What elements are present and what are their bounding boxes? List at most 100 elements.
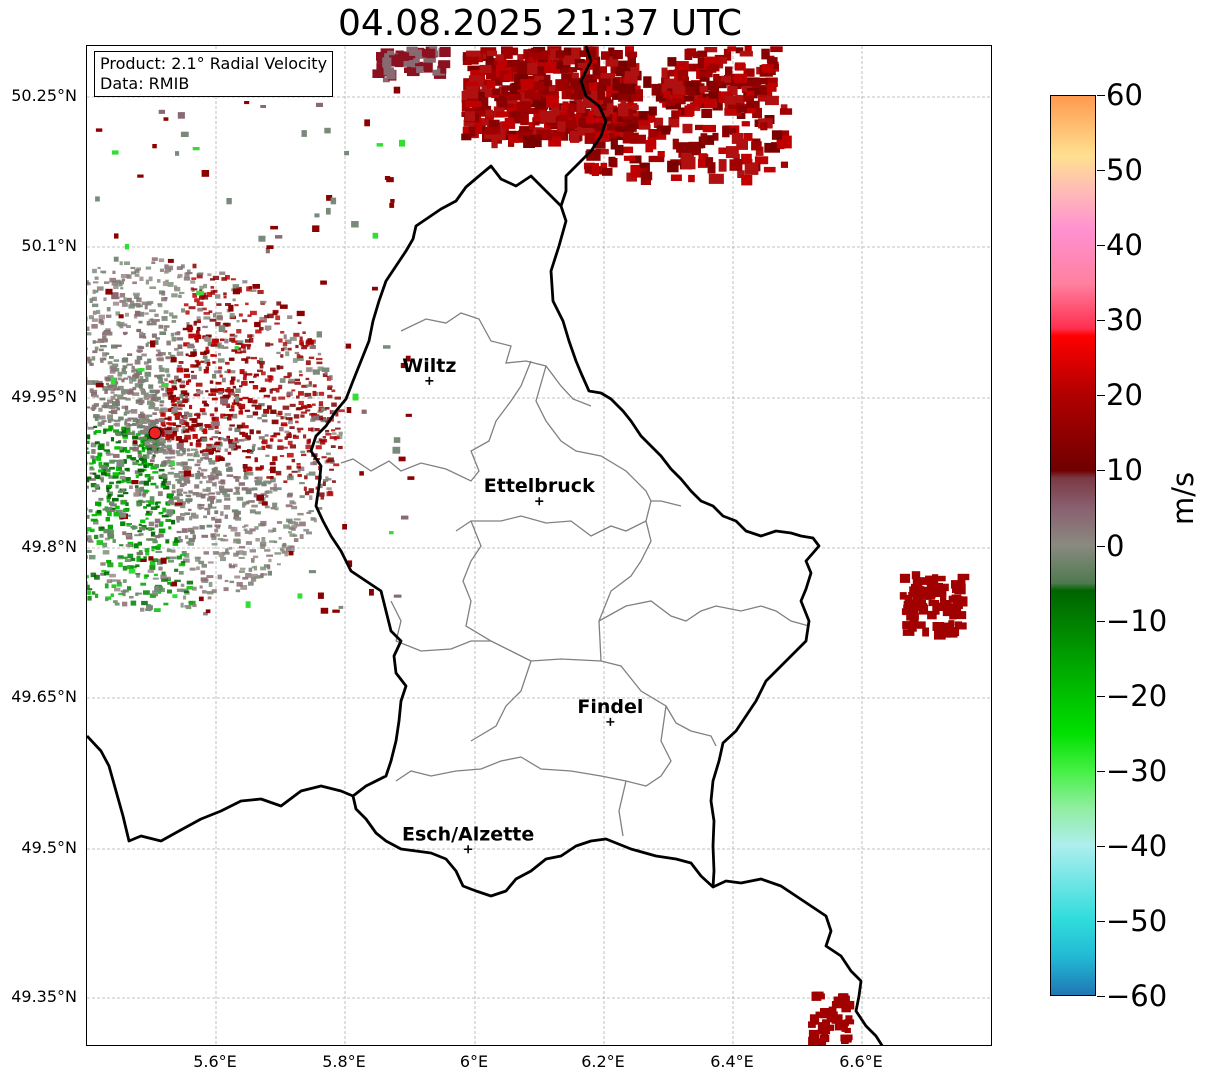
radar-echo-cell: [761, 48, 770, 60]
radar-echo-cell: [180, 380, 186, 384]
radar-echo-cell: [194, 484, 200, 489]
radar-echo-cell: [183, 429, 190, 433]
radar-echo-cell: [590, 118, 604, 124]
radar-echo-cell: [199, 289, 203, 292]
radar-echo-cell: [136, 328, 142, 333]
radar-echo-cell: [201, 437, 208, 442]
radar-echo-cell: [206, 591, 214, 594]
radar-echo-cell: [90, 483, 97, 488]
radar-echo-cell: [199, 285, 204, 290]
radar-echo-cell: [95, 501, 102, 506]
radar-echo-cell: [245, 373, 253, 376]
radar-echo-cell: [536, 69, 546, 80]
radar-echo-cell: [533, 46, 546, 56]
radar-echo-cell: [608, 47, 615, 59]
radar-echo-cell: [271, 396, 277, 401]
radar-echo-cell: [240, 350, 247, 354]
radar-echo-cell: [372, 232, 379, 239]
radar-echo-cell: [283, 375, 291, 379]
radar-echo-cell: [118, 562, 123, 568]
radar-echo-cell: [129, 596, 134, 599]
radar-echo-cell: [665, 95, 676, 106]
radar-echo-cell: [122, 365, 128, 369]
radar-echo-cell: [652, 130, 667, 140]
radar-echo-cell: [481, 97, 489, 108]
radar-echo-cell: [566, 117, 578, 128]
radar-echo-cell: [273, 540, 278, 544]
radar-echo-cell: [199, 480, 203, 484]
radar-echo-cell: [183, 480, 189, 484]
radar-echo-cell: [106, 314, 112, 318]
radar-echo-cell: [309, 345, 316, 349]
radar-echo-cell: [142, 468, 147, 471]
radar-echo-cell: [191, 364, 199, 368]
radar-echo-cell: [247, 449, 251, 454]
radar-echo-cell: [136, 355, 143, 361]
radar-echo-cell: [203, 336, 210, 341]
radar-echo-cell: [214, 510, 219, 515]
radar-echo-cell: [501, 86, 508, 94]
radar-echo-cell: [174, 502, 183, 506]
radar-echo-cell: [686, 48, 697, 57]
radar-echo-cell: [147, 449, 152, 455]
radar-echo-cell: [171, 490, 176, 494]
radar-echo-cell: [316, 331, 322, 338]
radar-echo-cell: [206, 480, 213, 484]
map-panel[interactable]: Wiltz Ettelbruck Findel Esch/Alzette: [86, 45, 992, 1046]
radar-echo-cell: [106, 559, 110, 563]
radar-echo-cell: [226, 198, 232, 205]
radar-echo-cell: [244, 343, 252, 347]
radar-echo-cell: [226, 435, 230, 441]
radar-echo-cell: [746, 100, 760, 109]
radar-echo-cell: [225, 361, 230, 365]
radar-echo-cell: [664, 78, 676, 88]
radar-echo-cell: [157, 544, 161, 548]
radar-echo-cell: [174, 285, 178, 291]
radar-echo-cell: [934, 628, 946, 640]
radar-echo-cell: [286, 433, 292, 438]
radar-echo-cell: [186, 453, 193, 457]
radar-echo-cell: [301, 130, 307, 137]
radar-echo-cell: [404, 67, 417, 73]
radar-echo-cell: [192, 263, 197, 269]
radar-echo-cell: [297, 474, 302, 477]
radar-echo-cell: [138, 523, 142, 527]
radar-echo-cell: [285, 504, 293, 508]
radar-echo-cell: [149, 496, 155, 501]
radar-echo-cell: [116, 432, 121, 437]
radar-echo-cell: [672, 85, 685, 96]
radar-echo-cell: [132, 303, 139, 307]
radar-echo-cell: [155, 319, 160, 322]
radar-echo-cell: [266, 476, 273, 479]
radar-echo-cell: [107, 375, 114, 378]
radar-echo-cell: [463, 119, 475, 127]
radar-echo-cell: [132, 374, 139, 379]
radar-echo-cell: [184, 553, 190, 558]
radar-echo-cell: [148, 521, 155, 527]
radar-echo-cell: [177, 275, 181, 279]
radar-echo-cell: [321, 367, 330, 372]
radar-echo-cell: [174, 504, 181, 507]
radar-echo-cell: [165, 386, 169, 391]
radar-echo-cell: [134, 310, 141, 317]
radar-echo-cell: [167, 282, 174, 287]
radar-echo-cell: [834, 1022, 842, 1031]
radar-echo-cell: [252, 385, 259, 390]
radar-echo-cell: [909, 586, 918, 595]
radar-echo-cell: [248, 567, 253, 572]
radar-echo-cell: [291, 527, 296, 531]
radar-echo-cell: [200, 577, 208, 582]
radar-echo-cell: [668, 118, 680, 128]
radar-echo-cell: [87, 380, 93, 385]
radar-echo-cell: [713, 73, 720, 83]
radar-echo-cell: [212, 468, 216, 473]
radar-echo-cell: [210, 389, 218, 393]
radar-echo-cell: [520, 113, 529, 126]
radar-echo-cell: [338, 605, 344, 609]
radar-echo-cell: [161, 383, 169, 387]
radar-echo-cell: [98, 526, 105, 529]
radar-echo-cell: [196, 316, 201, 321]
radar-echo-cell: [280, 347, 285, 352]
radar-echo-cell: [275, 470, 282, 476]
radar-echo-cell: [147, 439, 152, 443]
